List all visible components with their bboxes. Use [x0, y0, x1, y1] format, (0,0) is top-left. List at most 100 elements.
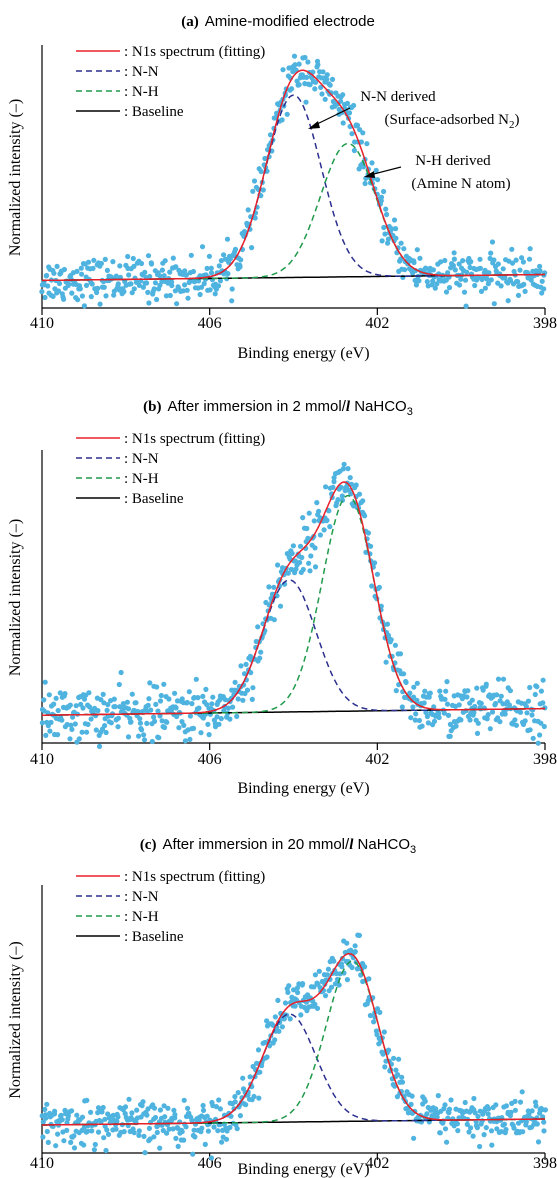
- data-point: [190, 1151, 196, 1157]
- data-point: [472, 282, 478, 289]
- data-point: [515, 292, 522, 298]
- data-point: [339, 964, 345, 970]
- data-point: [76, 736, 82, 742]
- data-point: [486, 1106, 492, 1112]
- data-point: [408, 715, 414, 721]
- data-point: [436, 710, 442, 717]
- data-point: [142, 1150, 148, 1156]
- panel-c-plot: 410 406 402 398 Binding energy (eV) Normalize…: [7, 885, 557, 1178]
- legend-label-0: : N1s spectrum (fitting): [124, 431, 265, 447]
- data-point: [148, 261, 155, 267]
- data-point: [292, 62, 298, 68]
- data-point: [534, 684, 540, 690]
- data-point: [539, 278, 545, 284]
- data-point: [339, 497, 346, 503]
- data-point: [438, 259, 444, 265]
- data-point: [69, 726, 75, 733]
- data-point: [169, 282, 175, 289]
- data-point: [59, 717, 65, 723]
- data-point: [93, 727, 99, 733]
- data-point: [512, 717, 518, 723]
- data-point: [71, 1145, 78, 1151]
- data-point: [451, 256, 457, 262]
- data-point: [179, 1129, 185, 1135]
- data-point: [313, 79, 319, 85]
- data-point: [289, 86, 295, 92]
- data-point: [315, 62, 321, 68]
- data-point: [229, 298, 235, 304]
- data-point: [537, 268, 543, 274]
- data-point: [434, 281, 440, 287]
- data-point: [125, 253, 131, 260]
- data-point: [164, 719, 170, 725]
- data-point: [468, 259, 474, 265]
- data-point: [276, 1028, 282, 1034]
- data-point: [467, 717, 473, 723]
- data-point: [482, 285, 488, 291]
- data-point: [471, 709, 477, 716]
- data-point: [340, 466, 346, 472]
- data-point: [135, 709, 141, 715]
- data-point: [537, 732, 543, 738]
- data-point: [433, 1106, 439, 1112]
- data-point: [527, 246, 533, 252]
- data-point: [173, 705, 179, 711]
- data-point: [218, 716, 224, 722]
- data-point: [369, 160, 375, 166]
- data-point: [67, 702, 73, 708]
- data-point: [358, 139, 364, 145]
- data-point: [410, 704, 416, 710]
- data-point: [520, 1129, 526, 1135]
- data-point: [442, 257, 448, 264]
- data-point: [210, 694, 216, 700]
- data-point: [322, 96, 328, 102]
- data-point: [356, 491, 363, 497]
- data-point: [463, 303, 469, 309]
- data-point: [88, 294, 94, 300]
- data-point: [430, 267, 436, 273]
- data-point: [75, 297, 81, 303]
- data-point: [221, 708, 227, 714]
- data-point: [344, 977, 350, 983]
- data-point: [503, 1103, 509, 1109]
- panel-b-plot: 410 406 402 398 Binding energy (eV) Normalize…: [7, 450, 557, 797]
- data-point: [374, 571, 380, 577]
- data-point: [495, 261, 501, 267]
- data-point: [151, 286, 157, 292]
- data-point: [55, 732, 61, 738]
- data-point: [128, 1115, 134, 1121]
- data-point: [151, 1105, 158, 1111]
- data-point: [464, 694, 470, 700]
- data-point: [529, 712, 535, 718]
- y-axis-label: Normalized intensity (–): [7, 519, 24, 676]
- data-point: [131, 1130, 137, 1136]
- data-point: [171, 1107, 177, 1113]
- data-point: [234, 1126, 240, 1132]
- data-point: [503, 1126, 509, 1133]
- data-point: [145, 1106, 151, 1112]
- data-point: [216, 263, 222, 269]
- data-point: [401, 671, 407, 677]
- data-point: [339, 493, 345, 499]
- data-point: [141, 732, 147, 738]
- data-point: [507, 277, 514, 284]
- data-point: [367, 1012, 373, 1019]
- data-point: [294, 985, 301, 991]
- data-point: [331, 958, 337, 964]
- data-point: [57, 690, 63, 696]
- data-point: [148, 707, 154, 713]
- data-point: [94, 289, 100, 296]
- data-point: [175, 1143, 181, 1149]
- data-point: [512, 1098, 518, 1104]
- data-point: [305, 535, 311, 541]
- annotation-nh-line1: N-H derived: [415, 153, 491, 169]
- data-point: [445, 270, 451, 276]
- data-point: [245, 207, 251, 213]
- data-point: [455, 1128, 461, 1134]
- data-point: [362, 964, 368, 970]
- data-point: [525, 698, 532, 704]
- data-point: [537, 263, 543, 269]
- data-point: [314, 1005, 321, 1012]
- data-point: [145, 289, 151, 295]
- data-point: [495, 715, 501, 721]
